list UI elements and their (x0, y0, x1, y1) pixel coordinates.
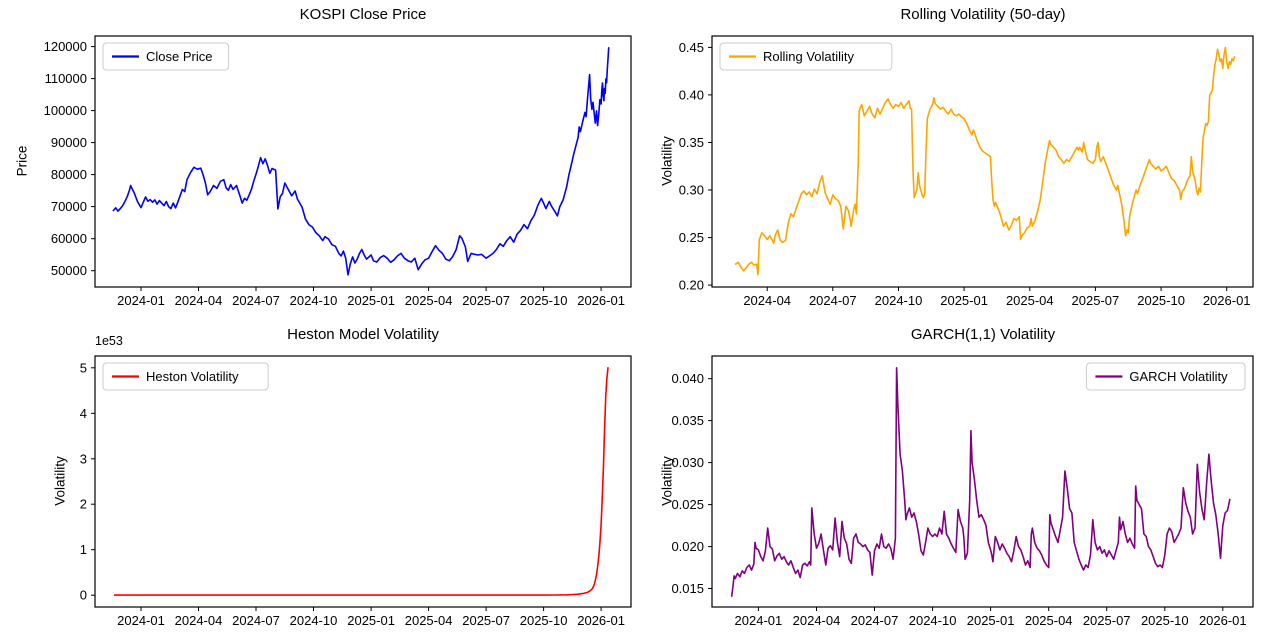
plot-area-rolling-volatility: 2024-04 2024-07 2024-10 2025-01 2025-04 2025-… (679, 35, 1254, 308)
rolling-volatility-line (734, 46, 1236, 276)
y-tick-label: 0.35 (679, 135, 704, 150)
legend-label: Heston Volatility (146, 369, 239, 384)
y-tick-label: 0.20 (679, 278, 704, 293)
y-tick-label: 50000 (51, 263, 87, 278)
y-tick-label: 3 (80, 451, 87, 466)
x-tick-label: 2024-01 (117, 613, 165, 628)
y-tick-label: 0.25 (679, 230, 704, 245)
x-tick-label: 2026-01 (1199, 613, 1247, 628)
x-tick-label: 2025-01 (940, 293, 988, 308)
subplot-kospi-close-price: KOSPI Close Price Price 2024-01 2024-04 20… (0, 0, 640, 320)
y-axis-offset-text: 1e53 (95, 334, 123, 348)
legend-label: Close Price (146, 49, 212, 64)
x-tick-label: 2025-04 (405, 293, 453, 308)
plot-border (94, 355, 632, 608)
x-tick-label: 2025-04 (1006, 293, 1054, 308)
plot-area-heston: 2024-01 2024-04 2024-07 2024-10 2025-01 2025-… (80, 355, 632, 628)
x-tick-label: 2025-01 (347, 293, 395, 308)
x-tick-label: 2025-07 (1083, 613, 1131, 628)
chart-title-rolling-volatility: Rolling Volatility (50-day) (900, 6, 1066, 23)
plot-border (94, 35, 632, 288)
x-tick-label: 2024-04 (743, 293, 791, 308)
legend: Heston Volatility (102, 362, 269, 391)
plot-border (711, 355, 1254, 608)
plot-area-garch: 2024-01 2024-04 2024-07 2024-10 2025-01 2025-… (671, 355, 1254, 628)
legend: Close Price (102, 42, 230, 71)
y-tick-label: 0.30 (679, 183, 704, 198)
x-tick-label: 2025-10 (1141, 613, 1189, 628)
kospi-close-line (112, 47, 610, 276)
x-tick-label: 2024-10 (875, 293, 923, 308)
y-tick-label: 110000 (45, 71, 87, 86)
x-tick-label: 2026-01 (577, 293, 625, 308)
legend-box (719, 42, 893, 71)
x-tick-label: 2026-01 (577, 613, 625, 628)
y-tick-label: 60000 (51, 231, 87, 246)
x-tick-label: 2024-01 (735, 613, 783, 628)
y-tick-label: 0.040 (671, 371, 704, 386)
y-tick-label: 120000 (44, 39, 87, 54)
x-tick-label: 2024-07 (232, 293, 280, 308)
plot-border (711, 35, 1254, 288)
x-tick-label: 2025-01 (967, 613, 1015, 628)
y-tick-label: 100000 (44, 103, 87, 118)
y-tick-label: 0.015 (671, 581, 704, 596)
y-tick-label: 0.030 (671, 455, 704, 470)
legend: Rolling Volatility (719, 42, 893, 71)
legend-box (102, 42, 230, 71)
x-tick-label: 2025-10 (520, 613, 568, 628)
y-tick-label: 70000 (51, 199, 87, 214)
chart-title-garch: GARCH(1,1) Volatility (910, 326, 1056, 343)
y-tick-label: 0 (80, 588, 87, 603)
y-tick-label: 0.45 (679, 40, 704, 55)
x-tick-label: 2024-04 (175, 613, 223, 628)
x-tick-label: 2024-07 (232, 613, 280, 628)
legend: GARCH Volatility (1085, 362, 1246, 391)
y-tick-label: 0.40 (679, 87, 704, 102)
x-tick-label: 2026-01 (1203, 293, 1251, 308)
x-tick-label: 2024-07 (851, 613, 899, 628)
y-tick-label: 80000 (51, 167, 87, 182)
x-tick-label: 2024-01 (117, 293, 165, 308)
y-tick-label: 2 (80, 497, 87, 512)
x-tick-label: 2024-07 (809, 293, 857, 308)
legend-box (1085, 362, 1246, 391)
x-tick-label: 2025-01 (347, 613, 395, 628)
garch-volatility-line (730, 367, 1231, 597)
x-tick-label: 2025-04 (1025, 613, 1073, 628)
x-tick-label: 2025-04 (405, 613, 453, 628)
y-tick-label: 90000 (51, 135, 87, 150)
plot-area-kospi-close: 2024-01 2024-04 2024-07 2024-10 2025-01 2025-… (44, 35, 632, 308)
x-tick-label: 2024-04 (793, 613, 841, 628)
y-tick-label: 4 (80, 406, 87, 421)
legend-box (102, 362, 269, 391)
y-tick-label: 5 (80, 360, 87, 375)
y-tick-label: 0.025 (671, 497, 704, 512)
heston-volatility-line (113, 367, 609, 596)
x-tick-label: 2024-10 (909, 613, 957, 628)
legend-label: Rolling Volatility (763, 49, 855, 64)
x-tick-label: 2025-07 (1072, 293, 1120, 308)
legend-label: GARCH Volatility (1129, 369, 1228, 384)
chart-title-heston: Heston Model Volatility (287, 326, 439, 343)
x-tick-label: 2025-10 (1137, 293, 1185, 308)
x-tick-label: 2025-10 (520, 293, 568, 308)
y-tick-label: 0.020 (671, 539, 704, 554)
chart-title-kospi-close: KOSPI Close Price (299, 6, 427, 23)
x-tick-label: 2025-07 (462, 293, 510, 308)
subplot-rolling-volatility: Rolling Volatility (50-day) Volatility 2… (640, 0, 1280, 320)
x-tick-label: 2024-04 (175, 293, 223, 308)
y-tick-label: 1 (80, 542, 87, 557)
x-tick-label: 2025-07 (462, 613, 510, 628)
subplot-garch-volatility: GARCH(1,1) Volatility Volatility 2024-01… (640, 320, 1280, 640)
x-tick-label: 2024-10 (290, 293, 338, 308)
subplot-heston-volatility: Heston Model Volatility Volatility 1e53 … (0, 320, 640, 640)
y-tick-label: 0.035 (671, 413, 704, 428)
x-tick-label: 2024-10 (290, 613, 338, 628)
